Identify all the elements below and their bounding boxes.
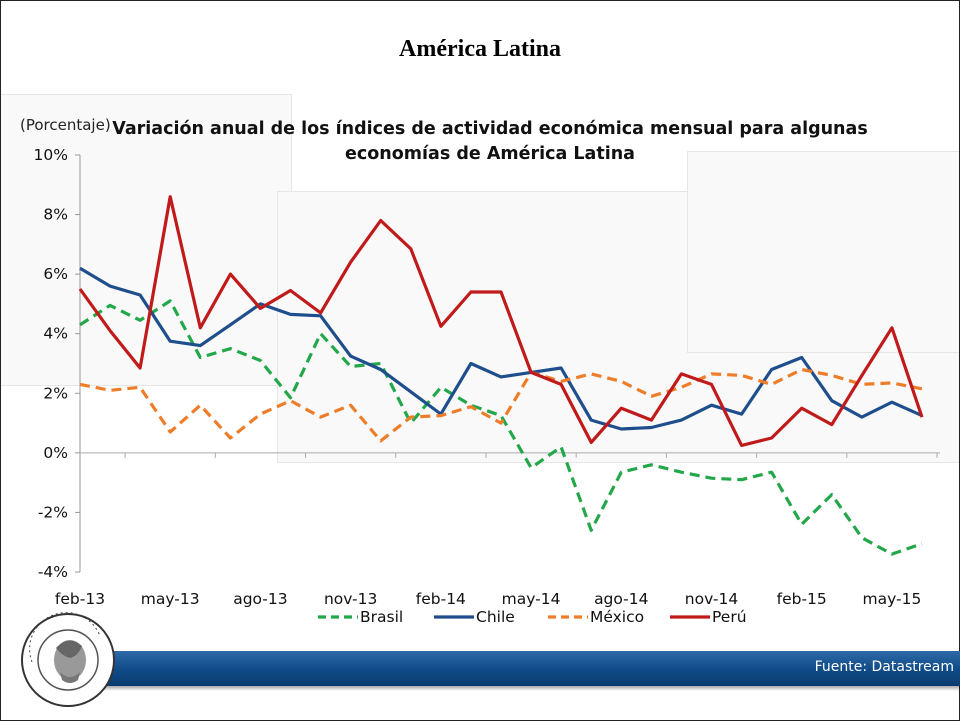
legend-label-perú: Perú: [712, 608, 747, 626]
source-note: Fuente: Datastream: [814, 659, 954, 675]
unit-label: (Porcentaje): [20, 116, 111, 134]
x-tick-label: nov-13: [324, 590, 377, 608]
slide-title: América Latina: [399, 36, 561, 62]
legend-label-brasil: Brasil: [360, 608, 403, 626]
footer-band: [48, 651, 960, 686]
y-tick-label: 0%: [43, 444, 68, 462]
y-tick-label: -4%: [38, 563, 68, 581]
x-tick-label: ago-14: [594, 590, 648, 608]
x-tick-label: feb-15: [777, 590, 827, 608]
y-tick-label: -2%: [38, 503, 68, 521]
x-tick-label: nov-14: [685, 590, 738, 608]
x-tick-label: feb-14: [416, 590, 466, 608]
background-panel-top: [687, 151, 959, 353]
series-line-chile: [79, 266, 923, 431]
series-line-perú: [78, 195, 924, 447]
bank-seal-logo: [21, 612, 115, 707]
series-line-brasil: [79, 299, 923, 556]
y-tick-label: 4%: [43, 325, 68, 343]
footer-shadow: [48, 686, 960, 691]
x-tick-label: may-15: [863, 590, 922, 608]
x-tick-label: may-13: [141, 590, 200, 608]
y-tick-label: 2%: [43, 384, 68, 402]
series-layer: [78, 195, 924, 556]
line-chart: Variación anual de los índices de activi…: [20, 116, 940, 626]
y-tick-label: 8%: [43, 206, 68, 224]
chart-title-line-2: economías de América Latina: [345, 144, 635, 164]
axes: -4% -2% 0% 2% 4% 6% 8% 10% feb-13 may-13 ago-13 nov…: [34, 146, 940, 608]
x-tick-label: ago-13: [233, 590, 287, 608]
legend: Brasil Chile México Perú: [318, 608, 747, 626]
x-tick-label: may-14: [502, 590, 561, 608]
y-tick-label: 10%: [34, 146, 68, 164]
y-tick-label: 6%: [43, 265, 68, 283]
x-tick-label: feb-13: [55, 590, 105, 608]
series-line-méxico: [79, 367, 923, 443]
legend-label-chile: Chile: [476, 608, 515, 626]
legend-label-méxico: México: [590, 608, 644, 626]
chart-title-line-1: Variación anual de los índices de activi…: [112, 119, 868, 139]
